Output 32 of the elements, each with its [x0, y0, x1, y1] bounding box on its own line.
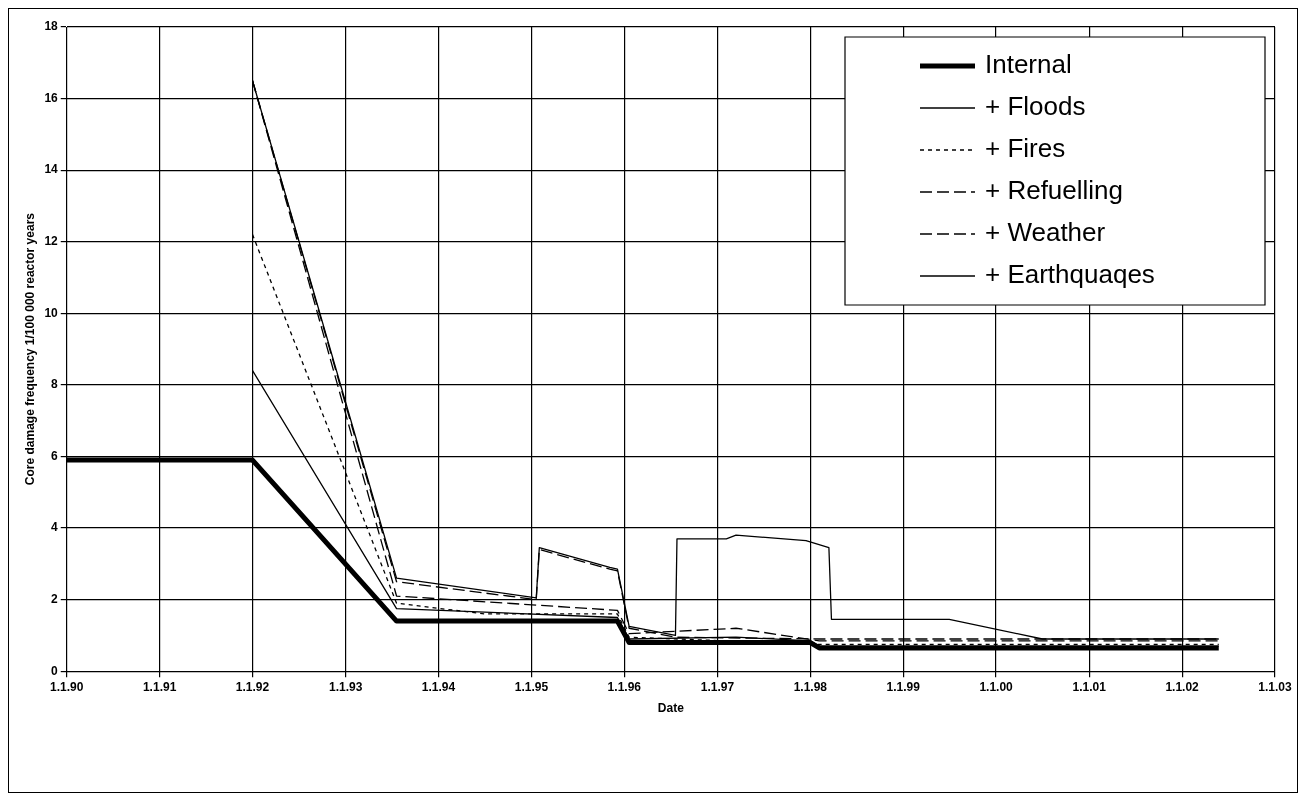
x-tick-label: 1.1.01	[1072, 679, 1107, 694]
legend-label: + Weather	[985, 217, 1106, 248]
x-tick-label: 1.1.00	[979, 679, 1014, 694]
x-tick-label: 1.1.91	[142, 679, 177, 694]
y-tick-label: 18	[44, 19, 59, 34]
legend-label: + Earthquaqes	[985, 259, 1155, 290]
y-tick-label: 0	[51, 663, 59, 678]
y-tick-label: 6	[51, 448, 59, 463]
y-tick-label: 4	[51, 520, 59, 535]
y-axis-title: Core damage frequency 1/100 000 reactor years	[22, 212, 37, 486]
y-tick-label: 8	[51, 377, 59, 392]
x-tick-label: 1.1.97	[700, 679, 735, 694]
legend-label: + Refuelling	[985, 175, 1124, 206]
x-tick-label: 1.1.99	[886, 679, 921, 694]
x-tick-label: 1.1.93	[328, 679, 363, 694]
x-tick-label: 1.1.02	[1165, 679, 1200, 694]
x-tick-label: 1.1.98	[793, 679, 828, 694]
y-tick-label: 12	[44, 234, 59, 249]
x-axis-title: Date	[657, 701, 685, 716]
x-tick-label: 1.1.96	[607, 679, 642, 694]
y-tick-label: 16	[44, 90, 59, 105]
legend-label: + Fires	[985, 133, 1066, 164]
y-tick-label: 14	[44, 162, 59, 177]
x-tick-label: 1.1.90	[50, 679, 84, 694]
y-tick-label: 2	[51, 591, 59, 606]
x-tick-label: 1.1.95	[514, 679, 549, 694]
x-tick-label: 1.1.03	[1258, 679, 1292, 694]
x-tick-label: 1.1.94	[421, 679, 456, 694]
x-tick-label: 1.1.92	[235, 679, 270, 694]
y-tick-label: 10	[44, 305, 59, 320]
legend-label: Internal	[985, 49, 1072, 80]
legend-label: + Floods	[985, 91, 1086, 122]
